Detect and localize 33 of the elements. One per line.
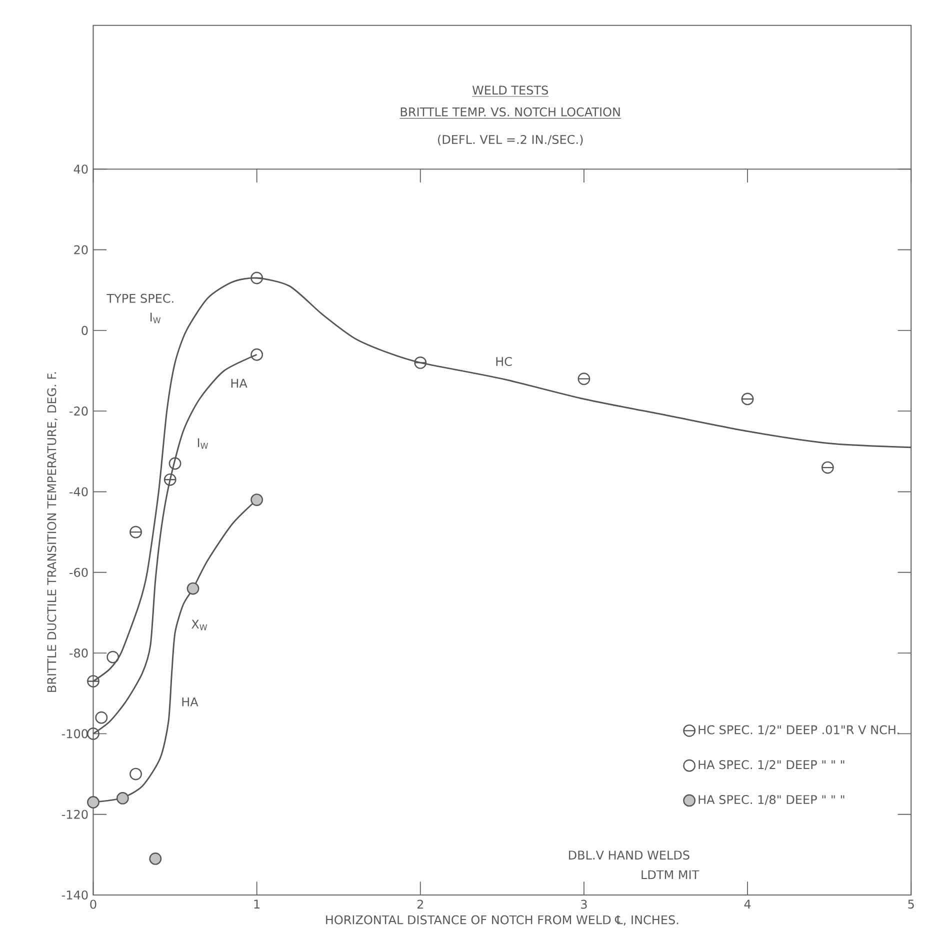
- y-axis-title: BRITTLE DUCTILE TRANSITION TEMPERATURE, DEG. F.: [47, 372, 58, 692]
- annotation: LDTM MIT: [642, 870, 700, 880]
- annotation: HA: [231, 378, 248, 388]
- y-tick-label: -140: [62, 890, 88, 900]
- y-tick-label: -120: [62, 810, 88, 819]
- x-tick-label: 4: [744, 900, 751, 908]
- y-tick-label: -20: [70, 406, 88, 416]
- annotation: I$_{W}$: [198, 438, 208, 449]
- y-tick-label: -80: [70, 648, 88, 658]
- y-tick-label: -60: [70, 568, 88, 577]
- x-axis-title: HORIZONTAL DISTANCE OF NOTCH FROM WELD ℄, INCHES.: [326, 915, 678, 926]
- annotation: TYPE SPEC.: [106, 294, 174, 303]
- y-tick-label: -40: [70, 487, 88, 496]
- text: (DEFL. VEL =.2 IN./SEC.): [438, 134, 583, 146]
- x-tick-label: 5: [908, 900, 914, 909]
- chart-title: WELD TESTS: [472, 86, 548, 95]
- annotation: DBL.V HAND WELDS: [569, 850, 690, 860]
- x-tick-label: 3: [581, 900, 587, 909]
- x-tick-label: 0: [90, 900, 96, 909]
- annotation: HA: [182, 698, 198, 706]
- legend-label: HC SPEC. 1/2" DEEP .01"R V NCH.: [698, 725, 899, 736]
- y-tick-label: 40: [74, 164, 88, 174]
- x-tick-label: 1: [254, 900, 260, 908]
- chart-subtitle: BRITTLE TEMP. VS. NOTCH LOCATION: [400, 107, 620, 116]
- annotation: HC: [496, 356, 512, 366]
- legend-label: HA SPEC. 1/2" DEEP " " ": [698, 760, 844, 770]
- legend-label: HA SPEC. 1/8" DEEP " " ": [698, 795, 844, 806]
- annotation: X$_{W}$: [192, 620, 208, 630]
- annotation: I$_{W}$: [150, 312, 161, 324]
- x-tick-label: 2: [417, 900, 424, 909]
- y-tick-label: -100: [62, 729, 88, 738]
- y-tick-label: 20: [74, 245, 88, 254]
- y-tick-label: 0: [82, 326, 88, 335]
